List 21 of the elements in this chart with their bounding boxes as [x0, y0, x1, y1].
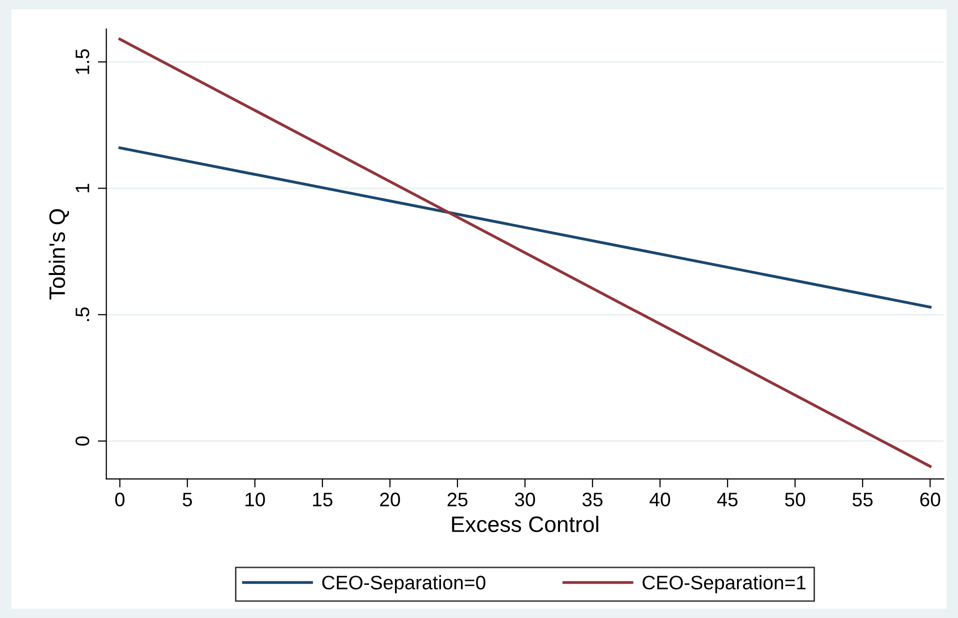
x-tick-label: 55 — [852, 492, 873, 506]
x-tick-label: 15 — [313, 492, 332, 506]
x-tick-label: 60 — [920, 492, 940, 506]
legend-label: CEO-Separation=1 — [642, 575, 806, 594]
x-axis-title: Excess Control — [452, 516, 598, 532]
y-tick-label: 1 — [76, 184, 90, 192]
x-tick-label: 30 — [514, 492, 536, 506]
x-tick-label: 35 — [582, 492, 603, 506]
y-tick-label: .5 — [76, 307, 90, 321]
y-tick-label: 0 — [76, 436, 90, 446]
x-tick-label: 45 — [717, 492, 738, 506]
x-tick-label: 50 — [785, 492, 806, 506]
y-tick-label: 1.5 — [76, 49, 90, 74]
x-tick-label: 20 — [380, 492, 400, 506]
x-tick-label: 10 — [246, 492, 265, 506]
legend-label: CEO-Separation=0 — [322, 575, 486, 594]
y-axis-title: Tobin's Q — [48, 209, 70, 300]
x-tick-label: 0 — [115, 492, 124, 506]
x-tick-label: 40 — [650, 492, 670, 506]
x-tick-label: 5 — [182, 492, 192, 506]
x-tick-label: 25 — [448, 492, 468, 506]
